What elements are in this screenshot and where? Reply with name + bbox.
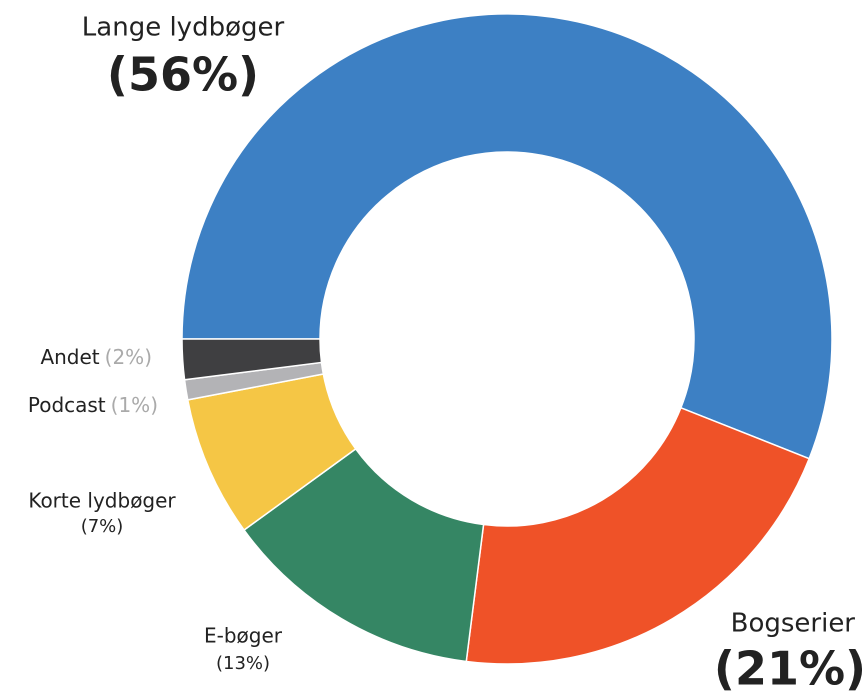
slice-percent: (56%) (107, 48, 259, 102)
donut-segment (181, 13, 833, 460)
slice-name: Lange lydbøger (82, 13, 285, 43)
slice-name: Podcast (28, 393, 106, 417)
slice-name: E-bøger (204, 624, 283, 648)
slice-percent: (13%) (216, 653, 270, 674)
slice-name: Bogserier (731, 609, 856, 639)
slice-percent: (2%) (105, 345, 152, 369)
slice-label: Andet (2%) (40, 345, 152, 369)
slice-name: Andet (40, 345, 99, 369)
slice-name: Korte lydbøger (28, 489, 176, 513)
donut-segment (465, 406, 811, 665)
slice-label: Podcast (1%) (28, 393, 158, 417)
slice-percent: (1%) (111, 393, 158, 417)
donut-segment (181, 338, 323, 381)
slice-percent: (21%) (714, 642, 862, 696)
slice-percent: (7%) (81, 516, 124, 537)
